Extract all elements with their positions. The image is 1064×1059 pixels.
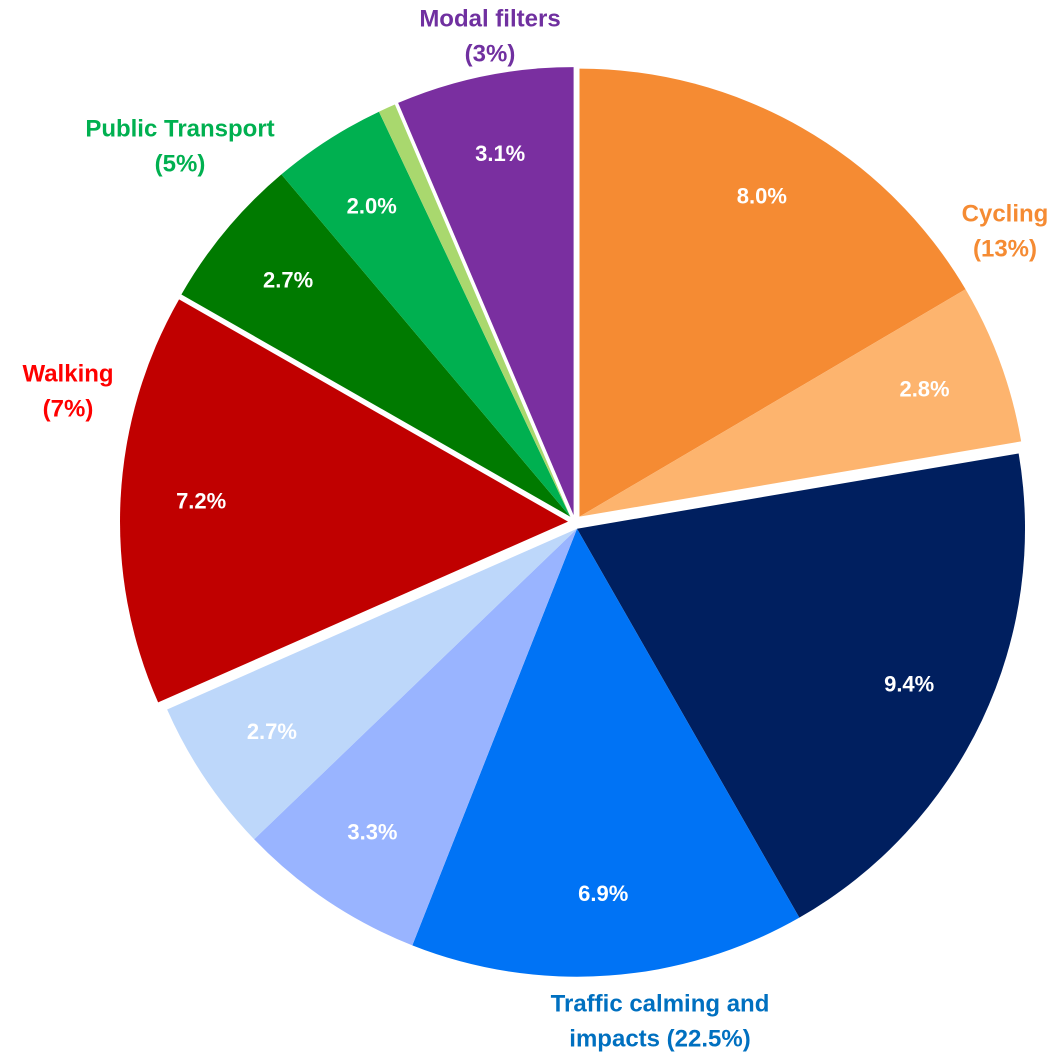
pie-slice [378, 104, 571, 517]
value-label: 9.4% [884, 671, 934, 696]
group-label: (5%) [155, 150, 206, 177]
pie-slice [120, 299, 569, 703]
group-label: Modal filters [419, 5, 560, 32]
value-label: 2.8% [899, 376, 949, 401]
group-label: (3%) [465, 40, 516, 67]
group-label: Public Transport [85, 115, 274, 142]
pie-slice [181, 174, 571, 517]
pie-slice [281, 111, 571, 517]
value-label: 2.7% [263, 267, 313, 292]
pie-slice [579, 68, 966, 517]
group-label: Traffic calming and [551, 990, 770, 1017]
pie-slice [398, 67, 574, 516]
pie-slice [577, 453, 1026, 918]
value-label: 2.0% [347, 194, 397, 219]
pie-slice [254, 528, 578, 946]
value-label: 2.7% [247, 719, 297, 744]
pie-slice [412, 528, 800, 977]
value-label: 7.2% [176, 488, 226, 513]
value-label: 3.3% [347, 820, 397, 845]
value-label: 6.9% [578, 881, 628, 906]
pie-slice [579, 289, 1022, 517]
group-label: impacts (22.5%) [569, 1025, 750, 1052]
pie-slice [167, 528, 578, 840]
value-label: 8.0% [737, 184, 787, 209]
group-label: (7%) [43, 395, 94, 422]
group-label: (13%) [973, 235, 1037, 262]
value-label: 3.1% [475, 141, 525, 166]
group-label: Walking [22, 360, 113, 387]
group-label: Cycling [962, 200, 1049, 227]
